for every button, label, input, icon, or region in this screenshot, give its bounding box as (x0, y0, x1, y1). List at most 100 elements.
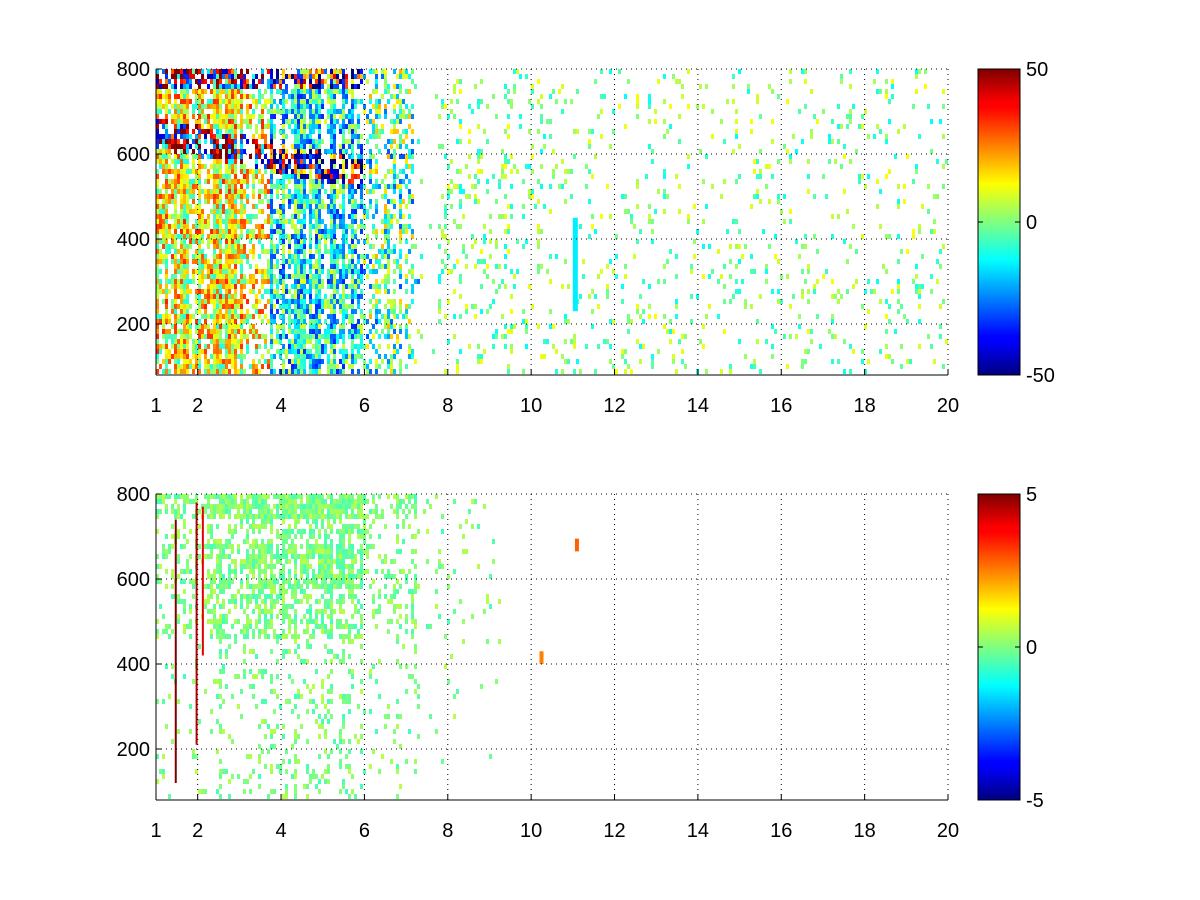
heatmap-cell (165, 284, 168, 289)
heatmap-cell (231, 774, 234, 779)
heatmap-cell (237, 154, 240, 159)
heatmap-cell (411, 194, 414, 199)
heatmap-cell (366, 209, 369, 214)
heatmap-cell (240, 309, 243, 314)
heatmap-cell (447, 254, 450, 259)
heatmap-cell (219, 194, 222, 199)
heatmap-cell (255, 264, 258, 269)
heatmap-cell (309, 244, 312, 249)
heatmap-cell (477, 199, 480, 204)
heatmap-cell (219, 784, 222, 789)
heatmap-cell (216, 599, 219, 604)
heatmap-cell (219, 74, 222, 79)
heatmap-cell (234, 269, 237, 274)
heatmap-cell (666, 259, 669, 264)
heatmap-cell (360, 189, 363, 194)
heatmap-cell (447, 269, 450, 274)
heatmap-cell (210, 339, 213, 344)
heatmap-cell (348, 144, 351, 149)
heatmap-cell (165, 509, 168, 514)
heatmap-cell (180, 344, 183, 349)
heatmap-cell (405, 114, 408, 119)
heatmap-cell (270, 129, 273, 134)
heatmap-cell (342, 154, 345, 159)
heatmap-cell (282, 244, 285, 249)
heatmap-cell (231, 339, 234, 344)
heatmap-cell (324, 89, 327, 94)
heatmap-cell (387, 334, 390, 339)
heatmap-cell (384, 224, 387, 229)
heatmap-cell (183, 184, 186, 189)
heatmap-cell (240, 289, 243, 294)
heatmap-cell (333, 99, 336, 104)
heatmap-cell (294, 369, 297, 374)
heatmap-cell (663, 194, 666, 199)
heatmap-cell (351, 129, 354, 134)
heatmap-cell (213, 604, 216, 609)
heatmap-cell (273, 134, 276, 139)
heatmap-cell (336, 214, 339, 219)
heatmap-cell (342, 334, 345, 339)
heatmap-cell (300, 229, 303, 234)
heatmap-cell (240, 594, 243, 599)
heatmap-cell (339, 254, 342, 259)
heatmap-cell (246, 339, 249, 344)
heatmap-cell (168, 134, 171, 139)
heatmap-cell (159, 99, 162, 104)
heatmap-cell (159, 159, 162, 164)
heatmap-cell (903, 184, 906, 189)
heatmap-cell (264, 124, 267, 129)
heatmap-cell (186, 94, 189, 99)
heatmap-cell (480, 79, 483, 84)
heatmap-cell (156, 124, 159, 129)
heatmap-cell (252, 254, 255, 259)
heatmap-cell (375, 204, 378, 209)
heatmap-cell (180, 204, 183, 209)
heatmap-cell (180, 224, 183, 229)
heatmap-cell (159, 579, 162, 584)
heatmap-cell (537, 199, 540, 204)
heatmap-cell (333, 269, 336, 274)
heatmap-cell (549, 324, 552, 329)
heatmap-cell (174, 264, 177, 269)
heatmap-cell (171, 629, 174, 634)
heatmap-cell (243, 504, 246, 509)
heatmap-cell (354, 204, 357, 209)
heatmap-cell (285, 289, 288, 294)
heatmap-cell (300, 244, 303, 249)
heatmap-cell (213, 79, 216, 84)
heatmap-cell (216, 564, 219, 569)
heatmap-cell (192, 114, 195, 119)
heatmap-cell (576, 89, 579, 94)
heatmap-cell (213, 134, 216, 139)
heatmap-cell (198, 644, 201, 649)
heatmap-cell (369, 284, 372, 289)
heatmap-cell (354, 354, 357, 359)
heatmap-cell (573, 334, 576, 339)
heatmap-cell (252, 359, 255, 364)
heatmap-cell (186, 114, 189, 119)
heatmap-cell (288, 159, 291, 164)
heatmap-cell (234, 289, 237, 294)
heatmap-cell (303, 284, 306, 289)
heatmap-cell (327, 169, 330, 174)
heatmap-cell (168, 234, 171, 239)
heatmap-cell (297, 279, 300, 284)
heatmap-cell (288, 239, 291, 244)
heatmap-cell (282, 349, 285, 354)
heatmap-cell (177, 339, 180, 344)
heatmap-cell (168, 349, 171, 354)
heatmap-cell (270, 284, 273, 289)
heatmap-cell (165, 494, 168, 499)
heatmap-cell (312, 299, 315, 304)
heatmap-cell (240, 339, 243, 344)
heatmap-cell (438, 279, 441, 284)
heatmap-cell (387, 364, 390, 369)
heatmap-cell (216, 524, 219, 529)
heatmap-cell (180, 119, 183, 124)
heatmap-cell (225, 244, 228, 249)
heatmap-cell (159, 84, 162, 89)
heatmap-cell (297, 154, 300, 159)
heatmap-cell (249, 599, 252, 604)
heatmap-cell (405, 289, 408, 294)
